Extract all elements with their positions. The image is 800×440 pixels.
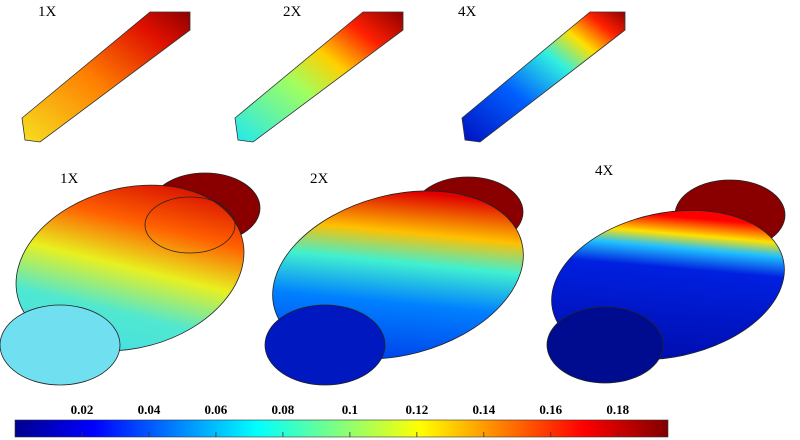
panel-label: 1X	[38, 4, 57, 20]
bottom-4x	[546, 179, 786, 384]
panel-label: 2X	[283, 4, 302, 20]
tick-label: 0.14	[472, 402, 495, 417]
panel-label: 4X	[595, 163, 614, 179]
tick-label: 0.12	[405, 402, 428, 417]
top-slabs	[21, 11, 626, 143]
colorbar-ticks: 0.02 0.04 0.06 0.08 0.1 0.12 0.14 0.16 0.18	[71, 402, 630, 437]
labels: 1X 2X 4X 1X 2X 4X	[38, 4, 614, 187]
tick-label: 0.06	[205, 402, 228, 417]
colorbar	[14, 419, 669, 438]
bottom-2x	[264, 176, 524, 386]
tick-label: 0.16	[539, 402, 562, 417]
panel-label: 1X	[60, 171, 79, 187]
panel-label: 2X	[310, 171, 329, 187]
tick-label: 0.1	[342, 402, 358, 417]
tick-label: 0.18	[606, 402, 629, 417]
tick-label: 0.08	[272, 402, 295, 417]
tick-label: 0.04	[138, 402, 161, 417]
tick-label: 0.02	[71, 402, 94, 417]
bottom-1x	[0, 172, 261, 386]
panel-label: 4X	[458, 4, 477, 20]
